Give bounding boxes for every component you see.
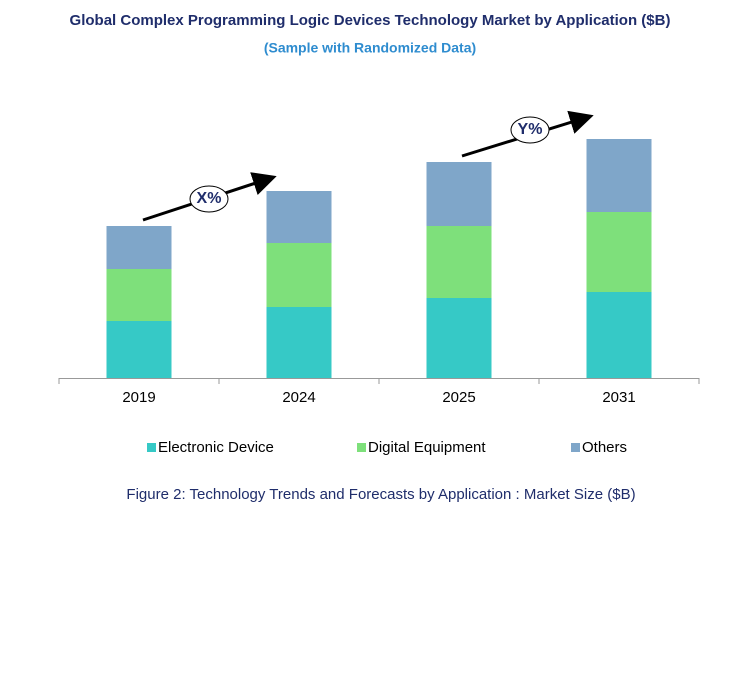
x-tick-label: 2019 <box>122 389 155 406</box>
legend-swatch <box>147 443 156 452</box>
legend-swatch <box>357 443 366 452</box>
chart-subtitle: (Sample with Randomized Data) <box>264 40 476 56</box>
legend-swatch <box>571 443 580 452</box>
legend-label: Digital Equipment <box>368 439 486 456</box>
bar-segment <box>426 298 492 378</box>
annotation: X% <box>197 190 222 207</box>
annotation: Y% <box>518 121 543 138</box>
bar-segment <box>426 162 492 226</box>
x-tick-label: 2031 <box>602 389 635 406</box>
bar-segment <box>106 269 172 321</box>
caption: Figure 2: Technology Trends and Forecast… <box>126 486 635 503</box>
x-tick-label: 2025 <box>442 389 475 406</box>
legend-label: Others <box>582 439 627 456</box>
chart-title: Global Complex Programming Logic Devices… <box>70 12 671 29</box>
bar-segment <box>426 226 492 298</box>
bar-segment <box>586 212 652 292</box>
bar-segment <box>266 191 332 243</box>
bar-segment <box>266 243 332 307</box>
bar-segment <box>586 292 652 378</box>
bar-segment <box>586 139 652 212</box>
annotation-bubble <box>189 185 229 213</box>
annotation-bubble <box>510 116 550 144</box>
legend-label: Electronic Device <box>158 439 274 456</box>
bar-segment <box>266 307 332 378</box>
x-tick-label: 2024 <box>282 389 315 406</box>
bar-segment <box>106 226 172 269</box>
bar-segment <box>106 321 172 378</box>
